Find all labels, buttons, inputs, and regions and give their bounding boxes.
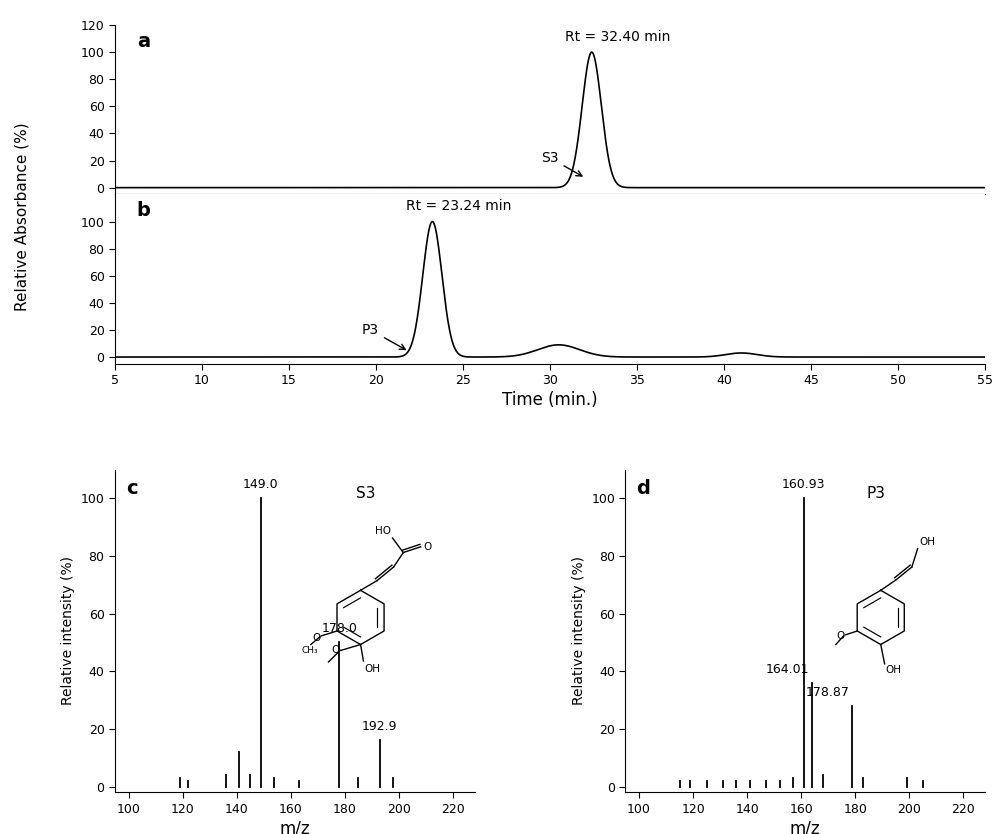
Text: d: d: [636, 480, 650, 499]
Text: Rt = 23.24 min: Rt = 23.24 min: [406, 199, 511, 214]
X-axis label: m/z: m/z: [790, 820, 821, 834]
Text: P3: P3: [362, 323, 405, 349]
Text: 192.9: 192.9: [362, 721, 397, 733]
Text: 178.87: 178.87: [806, 686, 849, 699]
X-axis label: Time (min.): Time (min.): [502, 391, 598, 409]
Text: 160.93: 160.93: [782, 478, 825, 491]
Text: Rt = 32.40 min: Rt = 32.40 min: [565, 30, 671, 44]
Text: c: c: [126, 480, 137, 499]
Text: P3: P3: [866, 485, 885, 500]
Text: b: b: [137, 201, 151, 220]
Y-axis label: Relative intensity (%): Relative intensity (%): [572, 556, 586, 706]
Text: 178.0: 178.0: [321, 622, 357, 636]
Text: 164.01: 164.01: [766, 663, 809, 676]
Y-axis label: Relative intensity (%): Relative intensity (%): [61, 556, 75, 706]
Text: S3: S3: [356, 485, 375, 500]
Text: a: a: [137, 32, 150, 51]
Text: 149.0: 149.0: [243, 478, 279, 491]
X-axis label: m/z: m/z: [279, 820, 310, 834]
Text: Relative Absorbance (%): Relative Absorbance (%): [14, 123, 30, 311]
Text: S3: S3: [541, 151, 582, 176]
